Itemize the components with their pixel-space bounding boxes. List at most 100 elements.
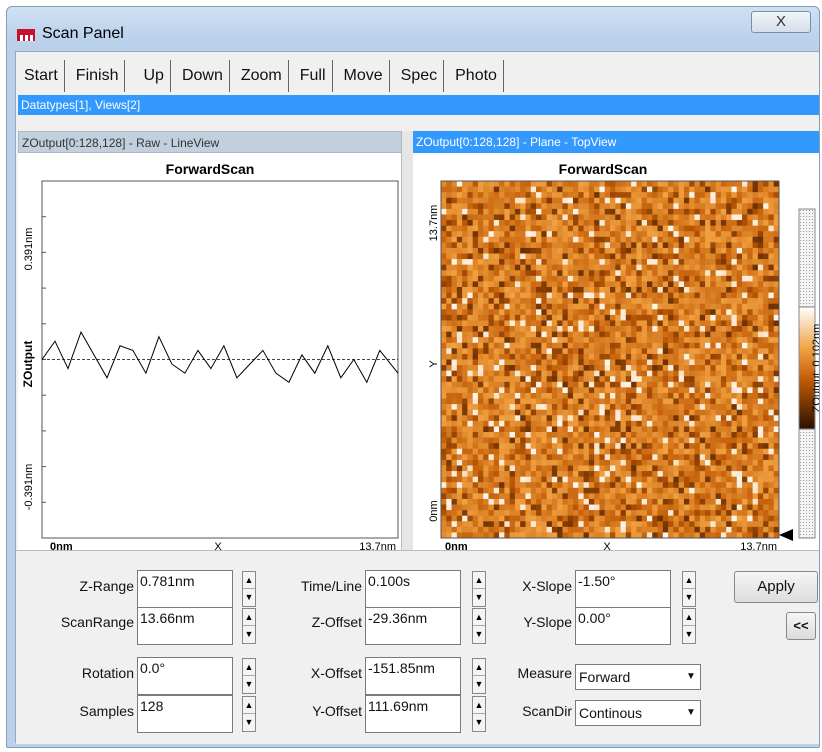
spin-up-icon[interactable]: ▲ [473, 697, 485, 714]
heatmap-cell [467, 208, 473, 215]
heatmap-cell [620, 292, 627, 299]
measure-select[interactable]: Forward ▼ [575, 664, 701, 690]
zoom-button[interactable]: Zoom [235, 60, 289, 92]
heatmap-cell [456, 348, 463, 355]
dropdown-arrow-icon[interactable]: ▼ [686, 707, 696, 718]
spin-up-icon[interactable]: ▲ [243, 609, 255, 626]
spin-up-icon[interactable]: ▲ [473, 609, 485, 626]
down-button[interactable]: Down [176, 60, 230, 92]
heatmap-cell [504, 370, 510, 377]
start-button[interactable]: Start [18, 60, 65, 92]
heatmap-cell [731, 487, 738, 494]
heatmap-cell [525, 214, 532, 221]
heatmap-cell [530, 404, 537, 411]
datatypes-bar[interactable]: Datatypes[1], Views[2] [18, 95, 819, 115]
spin-down-icon[interactable]: ▼ [244, 629, 254, 639]
heatmap-cell [726, 415, 732, 422]
spin-up-icon[interactable]: ▲ [683, 572, 695, 589]
spin-up-icon[interactable]: ▲ [243, 697, 255, 714]
move-button[interactable]: Move [338, 60, 390, 92]
spin-down-icon[interactable]: ▼ [244, 679, 254, 689]
close-button[interactable]: X [751, 11, 811, 33]
spin-up-icon[interactable]: ▲ [473, 659, 485, 676]
heatmap-cell [488, 415, 495, 422]
heatmap-cell [509, 510, 516, 516]
z-offset-field[interactable]: -29.36nm [365, 607, 461, 645]
colorbar-pointer-icon[interactable] [779, 529, 793, 541]
heatmap-cell [594, 471, 600, 477]
heatmap-cell [689, 286, 695, 293]
heatmap-cell [588, 270, 595, 277]
y-offset-field[interactable]: 111.69nm [365, 695, 461, 733]
spin-down-icon[interactable]: ▼ [684, 592, 694, 602]
y-offset-spinner[interactable]: ▲ ▼ [472, 696, 486, 732]
heatmap-cell [551, 381, 558, 388]
spin-down-icon[interactable]: ▼ [684, 629, 694, 639]
spin-down-icon[interactable]: ▼ [244, 717, 254, 727]
heatmap-cell [583, 298, 590, 305]
heatmap-cell [673, 208, 679, 215]
rotation-spinner[interactable]: ▲ ▼ [242, 658, 256, 694]
spec-button[interactable]: Spec [395, 60, 445, 92]
spin-down-icon[interactable]: ▼ [474, 592, 484, 602]
samples-spinner[interactable]: ▲ ▼ [242, 696, 256, 732]
x-offset-spinner[interactable]: ▲ ▼ [472, 658, 486, 694]
spin-up-icon[interactable]: ▲ [243, 572, 255, 589]
heatmap-cell [467, 493, 473, 500]
z-offset-spinner[interactable]: ▲ ▼ [472, 608, 486, 644]
title-bar[interactable]: Scan Panel X [7, 7, 819, 51]
up-button[interactable]: Up [137, 60, 171, 92]
heatmap-cell [541, 281, 547, 288]
scan-range-spinner[interactable]: ▲ ▼ [242, 608, 256, 644]
heatmap-cell [520, 342, 526, 349]
photo-button[interactable]: Photo [449, 60, 504, 92]
z-range-field[interactable]: 0.781nm [137, 570, 233, 608]
view-divider[interactable] [402, 131, 413, 550]
spin-up-icon[interactable]: ▲ [473, 572, 485, 589]
dropdown-arrow-icon[interactable]: ▼ [686, 671, 696, 682]
heatmap-cell [657, 259, 664, 265]
heatmap-cell [636, 482, 642, 489]
x-slope-spinner[interactable]: ▲ ▼ [682, 571, 696, 607]
spin-down-icon[interactable]: ▼ [474, 679, 484, 689]
heatmap-cell [525, 504, 532, 511]
heatmap-cell [615, 286, 621, 293]
z-range-spinner[interactable]: ▲ ▼ [242, 571, 256, 607]
spin-down-icon[interactable]: ▼ [474, 717, 484, 727]
collapse-button[interactable]: << [786, 612, 816, 640]
finish-button[interactable]: Finish [70, 60, 126, 92]
heatmap-cell [567, 353, 574, 360]
scan-range-field[interactable]: 13.66nm [137, 607, 233, 645]
heatmap-cell [578, 510, 584, 516]
scan-dir-select[interactable]: Continous ▼ [575, 700, 701, 726]
heatmap-cell [752, 437, 759, 444]
heatmap-cell [768, 242, 775, 249]
heatmap-cell [689, 381, 695, 388]
top-view-header[interactable]: ZOutput[0:128,128] - Plane - TopView [413, 131, 819, 153]
top-view[interactable]: ForwardScan 13.7nm Y 0nm 0nm X 13.7nm [413, 153, 819, 553]
spin-up-icon[interactable]: ▲ [243, 659, 255, 676]
spin-up-icon[interactable]: ▲ [683, 609, 695, 626]
heatmap-cell [567, 404, 574, 411]
line-view-header[interactable]: ZOutput[0:128,128] - Raw - LineView [18, 131, 402, 153]
line-view[interactable]: ForwardScan 0.391nm ZOutput -0.391nm 0nm… [18, 153, 402, 553]
time-line-spinner[interactable]: ▲ ▼ [472, 571, 486, 607]
heatmap-cell [657, 409, 664, 416]
samples-field[interactable]: 128 [137, 695, 233, 733]
apply-button[interactable]: Apply [734, 571, 818, 603]
x-slope-field[interactable]: -1.50° [575, 570, 671, 608]
heatmap-cell [752, 359, 759, 366]
heatmap-cell [573, 197, 579, 204]
x-offset-field[interactable]: -151.85nm [365, 657, 461, 695]
heatmap-cell [567, 298, 574, 305]
spin-down-icon[interactable]: ▼ [244, 592, 254, 602]
heatmap-cell [588, 214, 595, 221]
spin-down-icon[interactable]: ▼ [474, 629, 484, 639]
heatmap-cell [467, 337, 473, 344]
time-line-field[interactable]: 0.100s [365, 570, 461, 608]
y-slope-spinner[interactable]: ▲ ▼ [682, 608, 696, 644]
full-button[interactable]: Full [294, 60, 333, 92]
rotation-field[interactable]: 0.0° [137, 657, 233, 695]
heatmap-cell [462, 314, 468, 321]
y-slope-field[interactable]: 0.00° [575, 607, 671, 645]
